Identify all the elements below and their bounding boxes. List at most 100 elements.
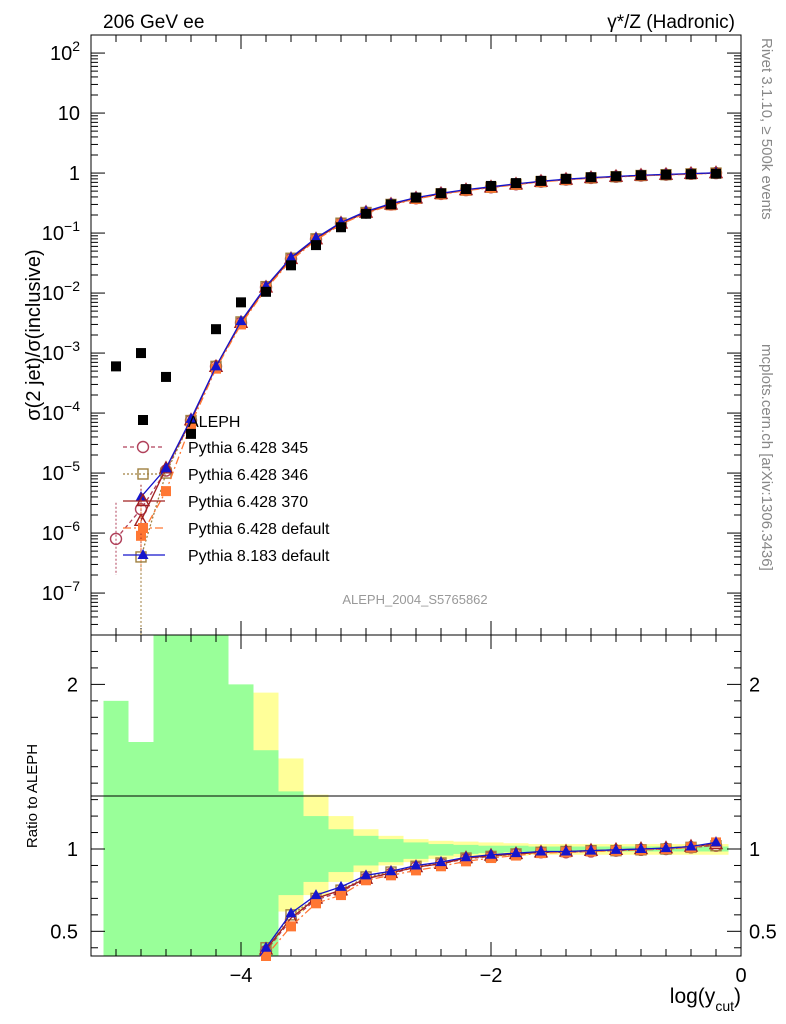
y-tick-label: 10−5	[42, 458, 80, 485]
top-right-label: γ*/Z (Hadronic)	[607, 12, 735, 33]
ratio-marker	[361, 875, 371, 886]
data-point	[111, 361, 121, 372]
ratio-marker	[435, 856, 447, 867]
aleph-data-points	[111, 168, 721, 439]
legend-label: Pythia 6.428 346	[188, 467, 308, 484]
band-green-bin	[453, 844, 479, 854]
data-point	[561, 173, 571, 184]
data-point	[711, 168, 721, 179]
ratio-marker	[710, 836, 722, 847]
ratio-y-tick-label: 1	[67, 839, 78, 861]
legend: ALEPH Pythia 6.428 345 Pythia 6.428 346 Pyt…	[123, 414, 330, 565]
ratio-marker	[411, 865, 421, 876]
data-point	[386, 199, 396, 210]
series-marker	[158, 460, 174, 474]
legend-label: Pythia 6.428 370	[188, 494, 308, 511]
ratio-marker	[461, 856, 471, 867]
band-green-bin	[228, 684, 254, 956]
data-point	[611, 171, 621, 182]
ratio-marker	[285, 907, 297, 918]
series-marker	[161, 486, 171, 497]
ratio-marker	[410, 859, 422, 870]
y-tick-label: 10−2	[42, 278, 80, 305]
y-axis-title-ratio: Ratio to ALEPH	[24, 744, 41, 848]
band-green-bin	[253, 750, 279, 956]
y-tick-label: 10−7	[42, 578, 80, 605]
ratio-marker	[360, 869, 372, 880]
y-tick-label: 10	[58, 103, 80, 125]
ratio-y-tick-label-right: 2	[749, 674, 760, 696]
rivet-version-label: Rivet 3.1.10, ≥ 500k events	[758, 38, 775, 220]
ratio-marker	[310, 889, 322, 900]
ratio-marker	[610, 843, 622, 854]
data-point	[136, 348, 146, 359]
ratio-marker	[535, 845, 547, 856]
legend-marker	[138, 523, 148, 533]
ratio-y-tick-label-right: 0.5	[749, 921, 777, 943]
data-point	[311, 240, 321, 251]
data-point	[411, 192, 421, 203]
y-tick-label: 10−6	[42, 518, 80, 545]
top-left-label: 206 GeV ee	[103, 12, 204, 33]
data-point	[511, 178, 521, 189]
y-axis-title-main: σ(2 jet)/σ(inclusive)	[23, 249, 45, 420]
legend-label: ALEPH	[188, 414, 240, 431]
ratio-marker	[436, 861, 446, 872]
band-green-bin	[353, 835, 379, 866]
band-green-bin	[303, 816, 329, 882]
x-tick-label: −4	[230, 965, 253, 987]
legend-label: Pythia 6.428 default	[188, 521, 330, 538]
series-marker	[210, 360, 222, 371]
legend-marker	[137, 468, 149, 480]
legend-marker	[137, 549, 149, 559]
ratio-marker	[585, 844, 597, 855]
band-green-bin	[103, 700, 129, 956]
band-green-bin	[403, 842, 429, 859]
series-marker	[135, 490, 147, 501]
data-point	[236, 297, 246, 308]
series-marker	[185, 412, 197, 423]
ratio-y-tick-label: 2	[67, 674, 78, 696]
y-tick-label: 10−1	[42, 218, 80, 245]
ratio-y-tick-label: 0.5	[50, 921, 78, 943]
ratio-series	[258, 836, 724, 961]
ratio-marker	[635, 843, 647, 853]
data-point	[161, 371, 171, 382]
y-tick-label: 10−4	[42, 398, 80, 425]
band-green-bin	[128, 742, 154, 956]
data-point	[536, 175, 546, 186]
data-point	[211, 324, 221, 335]
ratio-marker	[560, 845, 572, 856]
data-point	[286, 260, 296, 271]
data-point	[586, 172, 596, 183]
data-point	[461, 184, 471, 195]
axis-ticks: −4 −2 0 102 10 1 10−1 10−2 10−3 10−4 10−5 10−6 10−7 0…	[42, 34, 777, 987]
x-axis-title: log(ycut)	[670, 985, 741, 1014]
ratio-marker	[336, 890, 346, 901]
legend-label: Pythia 6.428 345	[188, 440, 308, 457]
analysis-label: ALEPH_2004_S5765862	[342, 592, 487, 607]
data-point	[361, 208, 371, 219]
data-point	[261, 286, 271, 297]
data-point	[636, 170, 646, 181]
legend-marker	[138, 415, 148, 425]
series-marker	[160, 462, 172, 473]
y-tick-label: 102	[50, 38, 80, 65]
x-tick-label: −2	[480, 965, 503, 987]
ratio-marker	[335, 880, 347, 891]
ratio-marker	[311, 898, 321, 909]
ratio-marker	[510, 847, 522, 858]
data-point	[336, 222, 346, 233]
legend-label: Pythia 8.183 default	[188, 548, 330, 565]
series-marker	[186, 419, 196, 430]
band-green-bin	[428, 844, 454, 856]
band-green-bin	[328, 829, 354, 873]
ratio-marker	[485, 848, 497, 859]
band-green-bin	[378, 839, 404, 863]
data-point	[486, 180, 496, 191]
ratio-marker	[386, 870, 396, 881]
y-tick-label: 10−3	[42, 338, 80, 365]
ratio-marker	[286, 921, 296, 932]
series-marker	[235, 315, 247, 326]
